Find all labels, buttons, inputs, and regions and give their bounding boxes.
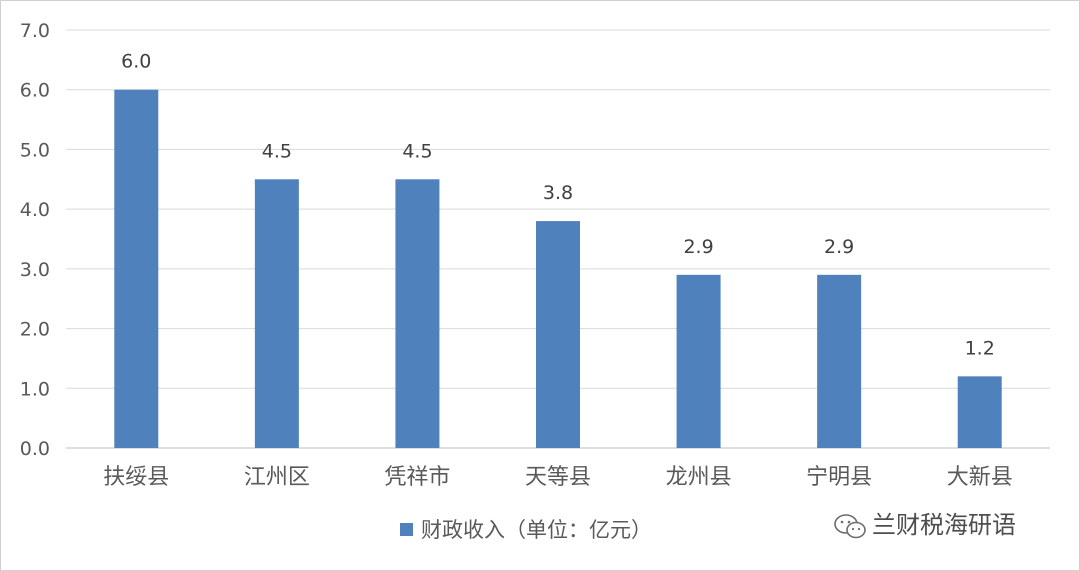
bar <box>957 376 1002 448</box>
y-tick-label: 7.0 <box>20 20 50 42</box>
x-category-label: 凭祥市 <box>384 465 450 490</box>
x-category-label: 天等县 <box>525 465 591 490</box>
data-label: 4.5 <box>402 140 432 162</box>
x-category-label: 扶绥县 <box>103 465 169 490</box>
wechat-icon <box>834 514 866 539</box>
data-label: 2.9 <box>683 236 713 258</box>
legend-swatch <box>400 523 413 536</box>
watermark: 兰财税海研语 <box>834 511 1016 539</box>
x-category-label: 宁明县 <box>806 465 872 490</box>
y-tick-label: 1.0 <box>20 378 50 400</box>
bar <box>395 179 440 449</box>
data-label: 2.9 <box>824 236 854 258</box>
data-label: 6.0 <box>121 51 151 73</box>
x-category-label: 大新县 <box>947 465 1013 490</box>
y-tick-label: 6.0 <box>20 80 50 102</box>
y-tick-label: 2.0 <box>20 319 50 341</box>
bar <box>536 221 580 448</box>
gridlines <box>66 29 1050 449</box>
x-category-label: 龙州县 <box>666 465 732 490</box>
x-category-label: 江州区 <box>244 465 310 490</box>
y-axis-tick-labels: 0.0 1.0 2.0 3.0 4.0 5.0 6.0 7.0 <box>20 20 50 460</box>
x-axis-category-labels: 扶绥县 江州区 凭祥市 天等县 龙州县 宁明县 大新县 <box>103 465 1012 490</box>
bar <box>817 274 862 448</box>
bar <box>254 179 299 449</box>
y-tick-label: 5.0 <box>20 139 50 161</box>
data-label: 3.8 <box>543 182 573 204</box>
y-tick-label: 3.0 <box>20 259 50 281</box>
bar <box>676 274 721 448</box>
legend: 财政收入（单位：亿元） <box>400 518 652 542</box>
y-tick-label: 0.0 <box>20 438 50 460</box>
watermark-text: 兰财税海研语 <box>872 511 1016 539</box>
y-tick-label: 4.0 <box>20 199 50 221</box>
data-labels: 6.0 4.5 4.5 3.8 2.9 2.9 1.2 <box>121 51 995 360</box>
legend-label: 财政收入（单位：亿元） <box>421 518 652 542</box>
data-label: 1.2 <box>965 337 995 359</box>
bars <box>114 89 1002 449</box>
data-label: 4.5 <box>262 140 292 162</box>
bar <box>114 89 159 448</box>
